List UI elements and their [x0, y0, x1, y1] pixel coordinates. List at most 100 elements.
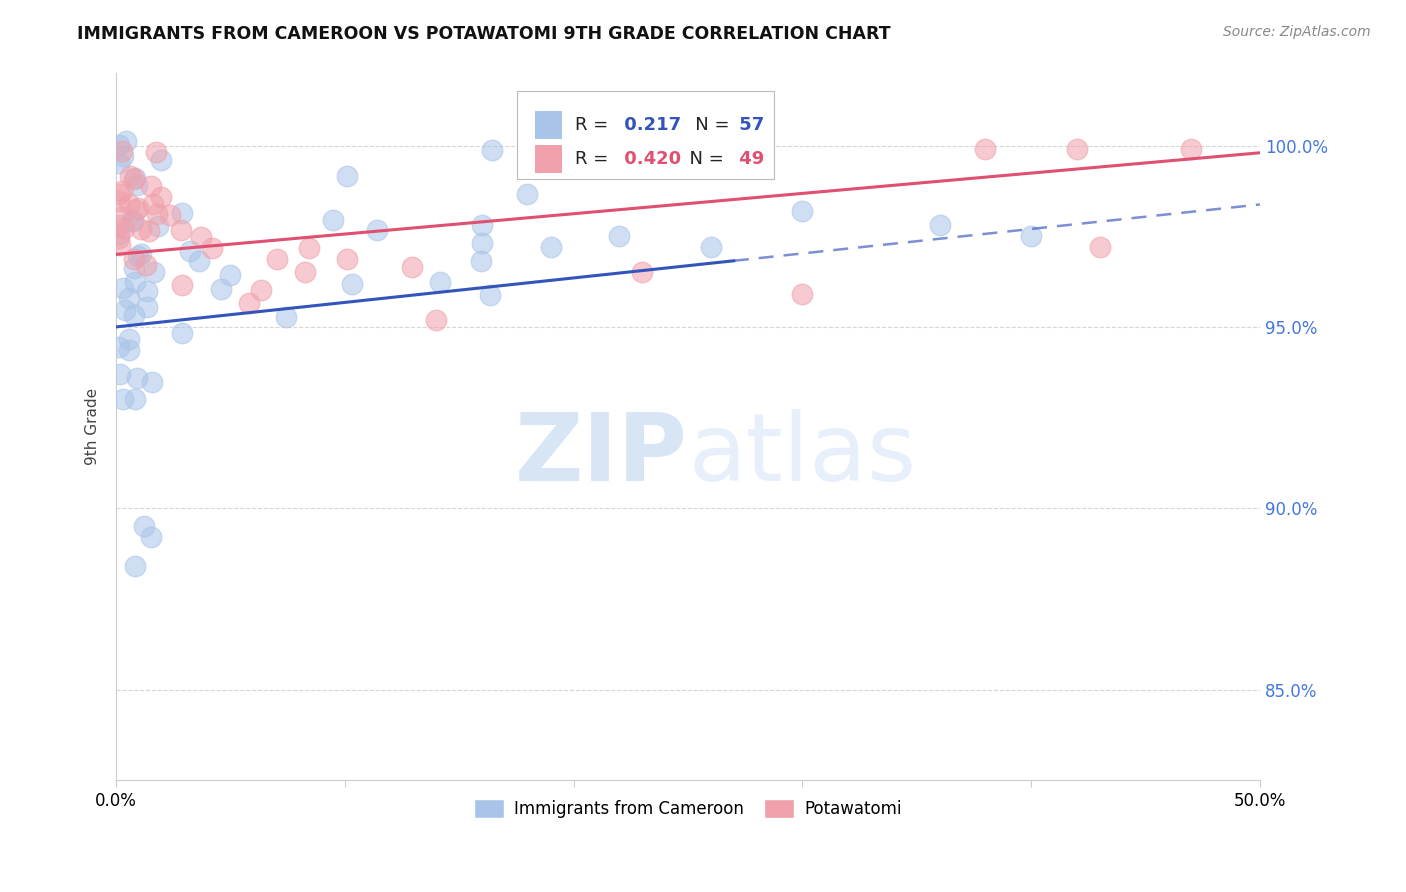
- Point: [107, 137, 129, 152]
- Text: 57: 57: [733, 116, 763, 134]
- Point: [928, 219, 950, 233]
- Point: [118, 343, 141, 357]
- Point: [336, 252, 359, 267]
- Point: [125, 202, 148, 217]
- Point: [219, 268, 242, 282]
- Point: [1019, 229, 1042, 244]
- Point: [366, 222, 388, 236]
- Point: [121, 213, 143, 227]
- Point: [127, 371, 149, 385]
- Point: [135, 258, 157, 272]
- Point: [124, 170, 146, 185]
- Point: [107, 340, 129, 354]
- Text: R =: R =: [575, 116, 614, 134]
- Point: [149, 190, 172, 204]
- Point: [145, 145, 167, 160]
- FancyBboxPatch shape: [516, 91, 773, 179]
- Point: [172, 326, 194, 341]
- Point: [294, 265, 316, 279]
- Point: [108, 238, 131, 252]
- Point: [108, 367, 131, 381]
- Point: [107, 194, 129, 209]
- Point: [146, 219, 169, 233]
- Point: [138, 224, 160, 238]
- Point: [124, 392, 146, 407]
- Point: [122, 308, 145, 322]
- Point: [609, 229, 631, 244]
- Point: [471, 236, 494, 251]
- Point: [107, 155, 129, 169]
- Point: [131, 247, 153, 261]
- Text: 49: 49: [733, 150, 763, 169]
- Point: [122, 261, 145, 276]
- Text: N =: N =: [678, 150, 730, 169]
- Y-axis label: 9th Grade: 9th Grade: [86, 388, 100, 466]
- Point: [540, 240, 562, 254]
- Point: [516, 186, 538, 201]
- Text: 0.217: 0.217: [619, 116, 682, 134]
- Point: [201, 241, 224, 255]
- FancyBboxPatch shape: [534, 111, 562, 139]
- Point: [481, 143, 503, 157]
- Text: 0.420: 0.420: [619, 150, 682, 169]
- Point: [120, 169, 142, 183]
- Point: [107, 186, 129, 201]
- Point: [170, 223, 193, 237]
- Point: [792, 287, 814, 301]
- Point: [145, 207, 167, 221]
- Point: [118, 291, 141, 305]
- Point: [111, 149, 134, 163]
- Point: [631, 265, 654, 279]
- Point: [135, 284, 157, 298]
- Point: [114, 303, 136, 318]
- Point: [250, 283, 273, 297]
- Point: [108, 231, 131, 245]
- Point: [340, 277, 363, 292]
- Point: [127, 201, 149, 215]
- Point: [335, 169, 357, 184]
- Text: Source: ZipAtlas.com: Source: ZipAtlas.com: [1223, 25, 1371, 39]
- Point: [111, 185, 134, 199]
- Point: [122, 172, 145, 186]
- Point: [111, 392, 134, 407]
- Point: [974, 142, 997, 156]
- Point: [114, 134, 136, 148]
- Text: atlas: atlas: [688, 409, 917, 501]
- Point: [111, 144, 134, 158]
- Point: [142, 197, 165, 211]
- Point: [127, 249, 149, 263]
- Point: [129, 221, 152, 235]
- Point: [172, 205, 194, 219]
- Point: [159, 208, 181, 222]
- Point: [700, 240, 723, 254]
- Point: [470, 253, 492, 268]
- Point: [139, 530, 162, 544]
- Point: [1088, 240, 1111, 254]
- Point: [471, 219, 494, 233]
- Point: [1180, 142, 1202, 156]
- Point: [298, 242, 321, 256]
- Point: [792, 203, 814, 218]
- Point: [190, 229, 212, 244]
- Point: [143, 265, 166, 279]
- Point: [425, 312, 447, 326]
- Point: [274, 310, 297, 325]
- Point: [132, 519, 155, 533]
- Point: [124, 275, 146, 289]
- Legend: Immigrants from Cameroon, Potawatomi: Immigrants from Cameroon, Potawatomi: [468, 792, 908, 825]
- Text: R =: R =: [575, 150, 614, 169]
- Point: [112, 220, 135, 235]
- Point: [187, 253, 209, 268]
- Point: [122, 252, 145, 267]
- Point: [121, 212, 143, 227]
- FancyBboxPatch shape: [534, 145, 562, 173]
- Point: [110, 210, 132, 224]
- Point: [107, 227, 129, 241]
- Point: [478, 287, 501, 301]
- Point: [209, 282, 232, 296]
- Point: [136, 300, 159, 314]
- Point: [1066, 142, 1088, 156]
- Point: [238, 296, 260, 310]
- Point: [322, 213, 344, 227]
- Point: [139, 179, 162, 194]
